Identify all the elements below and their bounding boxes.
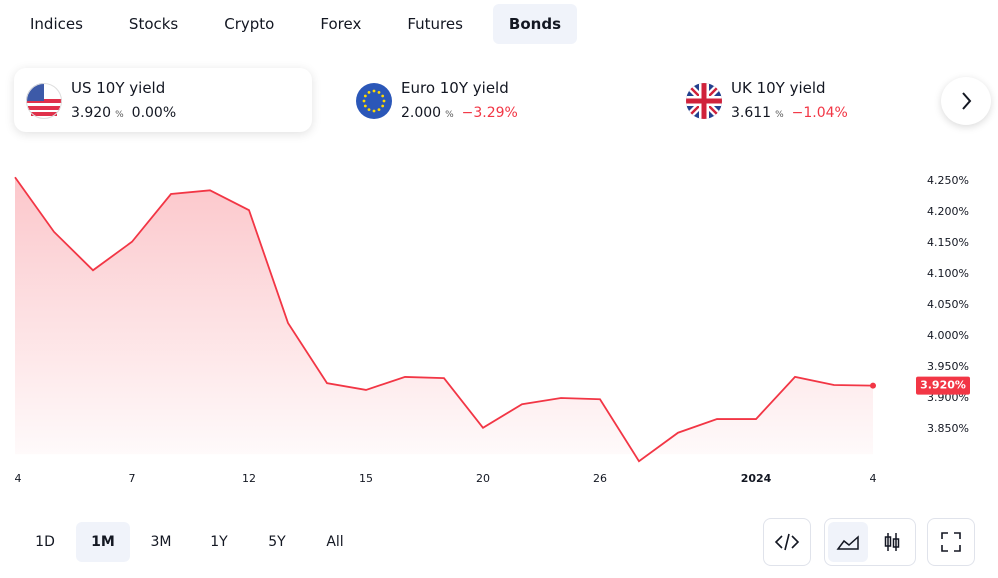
- y-tick-label: 4.200%: [927, 205, 969, 218]
- last-value-label: 3.920%: [920, 379, 966, 392]
- chevron-icon: [962, 92, 972, 110]
- last-point: [870, 382, 876, 389]
- market-tab[interactable]: Indices: [30, 15, 83, 33]
- range-tab[interactable]: All: [326, 534, 344, 550]
- ticker-price: 3.611: [731, 105, 772, 121]
- market-tab[interactable]: Stocks: [128, 15, 179, 33]
- range-tab[interactable]: 1M: [76, 522, 130, 562]
- market-tabs: Indices Stocks Crypto Forex Futures Bonds: [14, 4, 591, 44]
- y-tick-label: 4.000%: [927, 329, 969, 342]
- y-tick-label: 4.100%: [927, 267, 969, 280]
- range-tab[interactable]: 1D: [35, 534, 55, 550]
- ticker-name: UK 10Y yield: [731, 79, 826, 97]
- range-tabs: 1D 1M 3M 1Y 5Y All: [18, 522, 366, 562]
- fullscreen-icon: [941, 532, 961, 552]
- area-icon: [836, 535, 859, 550]
- ticker-unit: %: [775, 110, 784, 120]
- flag-icon: [26, 83, 62, 119]
- flag-icon: [356, 83, 392, 119]
- ticker-quote: 3.611% −1.04%: [731, 105, 848, 121]
- y-tick-label: 3.950%: [927, 360, 969, 373]
- area-fill: [15, 177, 873, 462]
- y-tick-label: 4.050%: [927, 298, 969, 311]
- ticker-price: 3.920: [71, 105, 112, 121]
- y-tick-label: 3.850%: [927, 422, 969, 435]
- x-tick-label: 26: [593, 472, 607, 485]
- ticker-change: 0.00%: [131, 105, 177, 121]
- x-tick-label: 20: [476, 472, 490, 485]
- x-tick-label: 4: [15, 472, 22, 485]
- chart: 3.850%3.900%3.950%4.000%4.050%4.100%4.15…: [14, 174, 970, 485]
- ticker-unit: %: [445, 110, 454, 120]
- next-button[interactable]: [941, 77, 991, 125]
- ticker-change: −3.29%: [461, 105, 518, 121]
- market-tab[interactable]: Crypto: [224, 15, 275, 33]
- ticker-card[interactable]: US 10Y yield 3.920% 0.00%: [14, 68, 312, 132]
- market-tab[interactable]: Bonds: [492, 4, 578, 44]
- fullscreen-button[interactable]: [927, 518, 975, 566]
- last-value-tag: [916, 376, 970, 395]
- market-tab[interactable]: Forex: [320, 15, 362, 33]
- range-tab[interactable]: 5Y: [268, 534, 286, 550]
- candle-style-button[interactable]: [872, 522, 912, 562]
- area-style-button[interactable]: [828, 522, 868, 562]
- ticker-card[interactable]: Euro 10Y yield 2.000% −3.29%: [344, 68, 642, 132]
- ticker-card[interactable]: UK 10Y yield 3.611% −1.04%: [674, 68, 972, 132]
- ticker-change: −1.04%: [791, 105, 848, 121]
- code-icon: [774, 533, 800, 551]
- ticker-name: US 10Y yield: [71, 79, 166, 97]
- ticker-price: 2.000: [401, 105, 442, 121]
- x-tick-label: 7: [129, 472, 136, 485]
- x-tick-label: 2024: [741, 472, 772, 485]
- x-tick-label: 12: [242, 472, 256, 485]
- ticker-quote: 3.920% 0.00%: [71, 105, 176, 121]
- price-line: [14, 176, 874, 463]
- y-tick-label: 4.250%: [927, 174, 969, 187]
- chart-style-toggle: [824, 518, 916, 566]
- range-tab[interactable]: 3M: [150, 534, 172, 550]
- range-tab[interactable]: 1Y: [210, 534, 228, 550]
- x-tick-label: 15: [359, 472, 373, 485]
- candle-icon: [884, 533, 900, 551]
- ticker-quote: 2.000% −3.29%: [401, 105, 518, 121]
- x-tick-label: 4: [870, 472, 877, 485]
- market-tab[interactable]: Futures: [407, 15, 463, 33]
- y-tick-label: 4.150%: [927, 236, 969, 249]
- ticker-name: Euro 10Y yield: [401, 79, 509, 97]
- flag-icon: [686, 83, 722, 119]
- embed-button[interactable]: [763, 518, 811, 566]
- ticker-unit: %: [115, 110, 124, 120]
